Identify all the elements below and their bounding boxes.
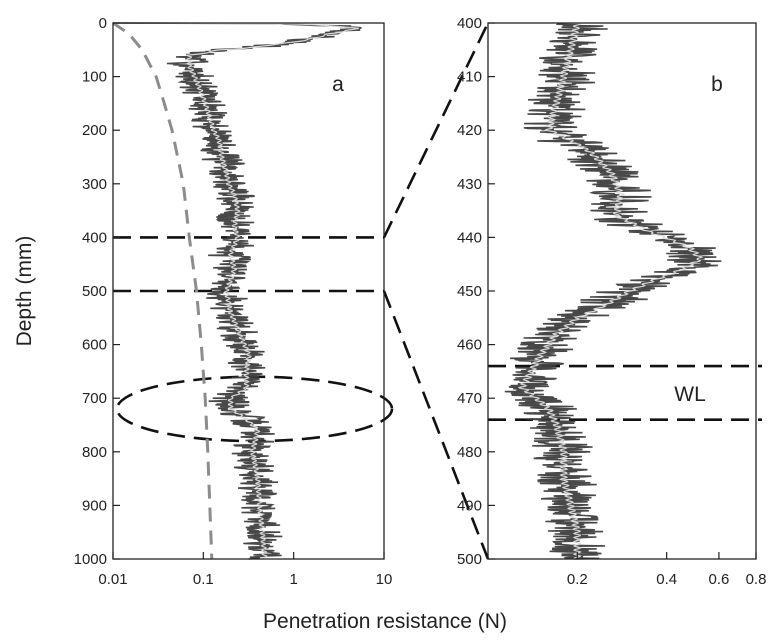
smoothed-signal-line xyxy=(112,22,360,560)
panel-b-data xyxy=(504,22,722,560)
raw-signal-line xyxy=(504,22,722,560)
y-tick-label: 490 xyxy=(457,497,482,514)
panel-a-label: a xyxy=(332,73,344,96)
y-tick-label: 700 xyxy=(82,390,107,407)
y-tick-label: 800 xyxy=(82,444,107,461)
raw-signal-line xyxy=(112,22,362,560)
y-tick-label: 500 xyxy=(82,283,107,300)
y-tick-label: 460 xyxy=(457,337,482,354)
x-tick-label: 0.6 xyxy=(708,571,729,588)
y-tick-label: 500 xyxy=(457,551,482,568)
panel-b: 400 410 420 430 440 450 460 470 480 490 500 0.2 0.4 0… xyxy=(457,15,766,588)
smoothed-signal-line xyxy=(518,22,704,560)
y-tick-label: 900 xyxy=(82,497,107,514)
y-tick-label: 410 xyxy=(457,69,482,86)
y-tick-label: 480 xyxy=(457,444,482,461)
y-tick-label: 100 xyxy=(82,69,107,86)
x-tick-label: 1 xyxy=(289,571,297,588)
y-tick-label: 1000 xyxy=(74,551,107,568)
trend-dashed-line xyxy=(112,21,214,560)
y-axis-title: Depth (mm) xyxy=(13,236,36,347)
x-tick-label: 0.4 xyxy=(656,571,677,588)
y-tick-label: 0 xyxy=(99,15,107,32)
y-tick-label: 400 xyxy=(82,229,107,246)
x-tick-label: 0.8 xyxy=(746,571,767,588)
x-tick-label: 10 xyxy=(376,571,393,588)
x-tick-label: 0.1 xyxy=(193,571,214,588)
guide-lines xyxy=(113,22,762,560)
panel-b-frame xyxy=(487,22,757,560)
y-tick-label: 300 xyxy=(82,176,107,193)
panel-b-ticks: 400 410 420 430 440 450 460 470 480 490 500 0.2 0.4 0… xyxy=(457,15,766,588)
weak-layer-label: WL xyxy=(674,383,706,406)
panel-a: 0 100 200 300 400 500 600 700 800 900 1000 0.01 0.1 1… xyxy=(74,15,393,588)
panel-a-data xyxy=(112,21,362,560)
y-tick-label: 430 xyxy=(457,176,482,193)
panel-a-ticks: 0 100 200 300 400 500 600 700 800 900 1000 0.01 0.1 1… xyxy=(74,15,393,588)
zoom-connector-bottom xyxy=(382,290,490,560)
y-tick-label: 440 xyxy=(457,229,482,246)
x-tick-label: 0.2 xyxy=(567,571,588,588)
y-tick-label: 600 xyxy=(82,337,107,354)
y-tick-label: 200 xyxy=(82,122,107,139)
y-tick-label: 400 xyxy=(457,15,482,32)
panel-b-label: b xyxy=(711,73,723,96)
y-tick-label: 420 xyxy=(457,122,482,139)
x-tick-label: 0.01 xyxy=(98,571,127,588)
y-tick-label: 450 xyxy=(457,283,482,300)
y-tick-label: 470 xyxy=(457,390,482,407)
x-axis-title: Penetration resistance (N) xyxy=(263,610,507,633)
zoom-connector-top xyxy=(382,22,490,238)
